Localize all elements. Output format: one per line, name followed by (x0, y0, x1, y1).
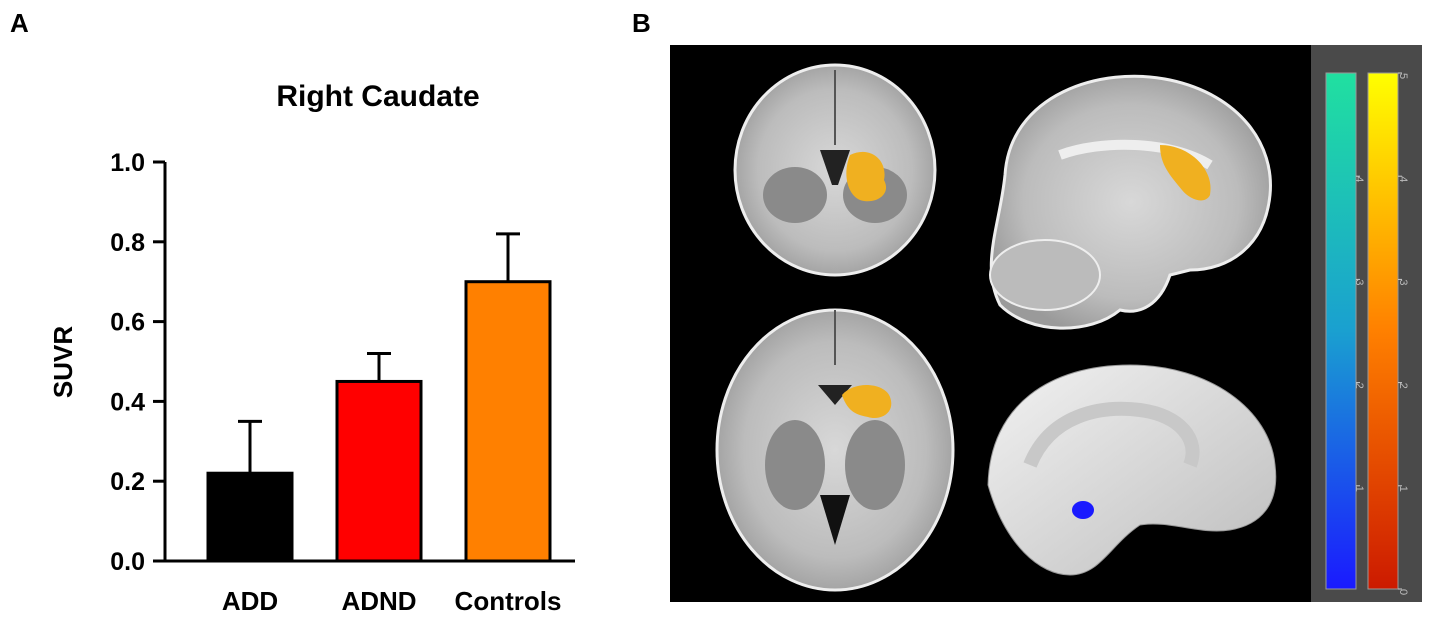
medial-surface (987, 364, 1277, 576)
colorbar-tick-label: 0 (1397, 589, 1409, 595)
blue-activation (1072, 501, 1094, 519)
bar-adnd (335, 379, 423, 563)
axial-slice (715, 308, 955, 592)
colorbar-tick-label: 2 (1353, 383, 1365, 389)
y-tick-label: 0.4 (110, 388, 145, 416)
brain-views (715, 63, 1277, 592)
y-tick-label: 1.0 (110, 149, 145, 177)
y-axis-label: SUVR (48, 326, 78, 398)
x-tick-label: ADND (341, 586, 416, 616)
colorbar-left (1325, 72, 1357, 590)
colorbar-tick-label: 1 (1397, 486, 1409, 492)
y-tick-label: 0.2 (110, 468, 145, 496)
colorbar-tick-label: 4 (1397, 176, 1409, 182)
colorbar-right (1367, 72, 1399, 590)
colorbar-panel: 1 2 3 4 0 1 2 3 4 5 (1311, 45, 1422, 602)
chart-title: Right Caudate (276, 80, 479, 113)
colorbar-tick-label: 5 (1397, 73, 1409, 79)
x-tick-label: Controls (455, 586, 562, 616)
bar-controls (464, 280, 552, 563)
bar-chart: Right Caudate SUVR 0.0 0.2 0.4 0.6 0.8 1.0 AD… (48, 80, 575, 616)
caudate-activation (842, 385, 892, 419)
coronal-slice (733, 63, 937, 277)
caudate-activation (1160, 145, 1211, 201)
sagittal-slice (989, 74, 1272, 330)
y-tick-label: 0.6 (110, 309, 145, 337)
colorbar-tick-label: 3 (1353, 279, 1365, 285)
y-tick-label: 0.8 (110, 229, 145, 257)
colorbar-tick-label: 1 (1353, 486, 1365, 492)
colorbar-tick-label: 3 (1397, 279, 1409, 285)
panel-label-b: B (632, 8, 651, 38)
caudate-activation (846, 151, 887, 202)
y-tick-label: 0.0 (110, 548, 145, 576)
panel-label-a: A (10, 8, 29, 38)
x-tick-label: ADD (222, 586, 278, 616)
colorbar-tick-label: 4 (1353, 176, 1365, 182)
bar-add (206, 471, 294, 563)
colorbar-tick-label: 2 (1397, 383, 1409, 389)
brain-imaging-panel: 1 2 3 4 0 1 2 3 4 5 (670, 45, 1422, 602)
